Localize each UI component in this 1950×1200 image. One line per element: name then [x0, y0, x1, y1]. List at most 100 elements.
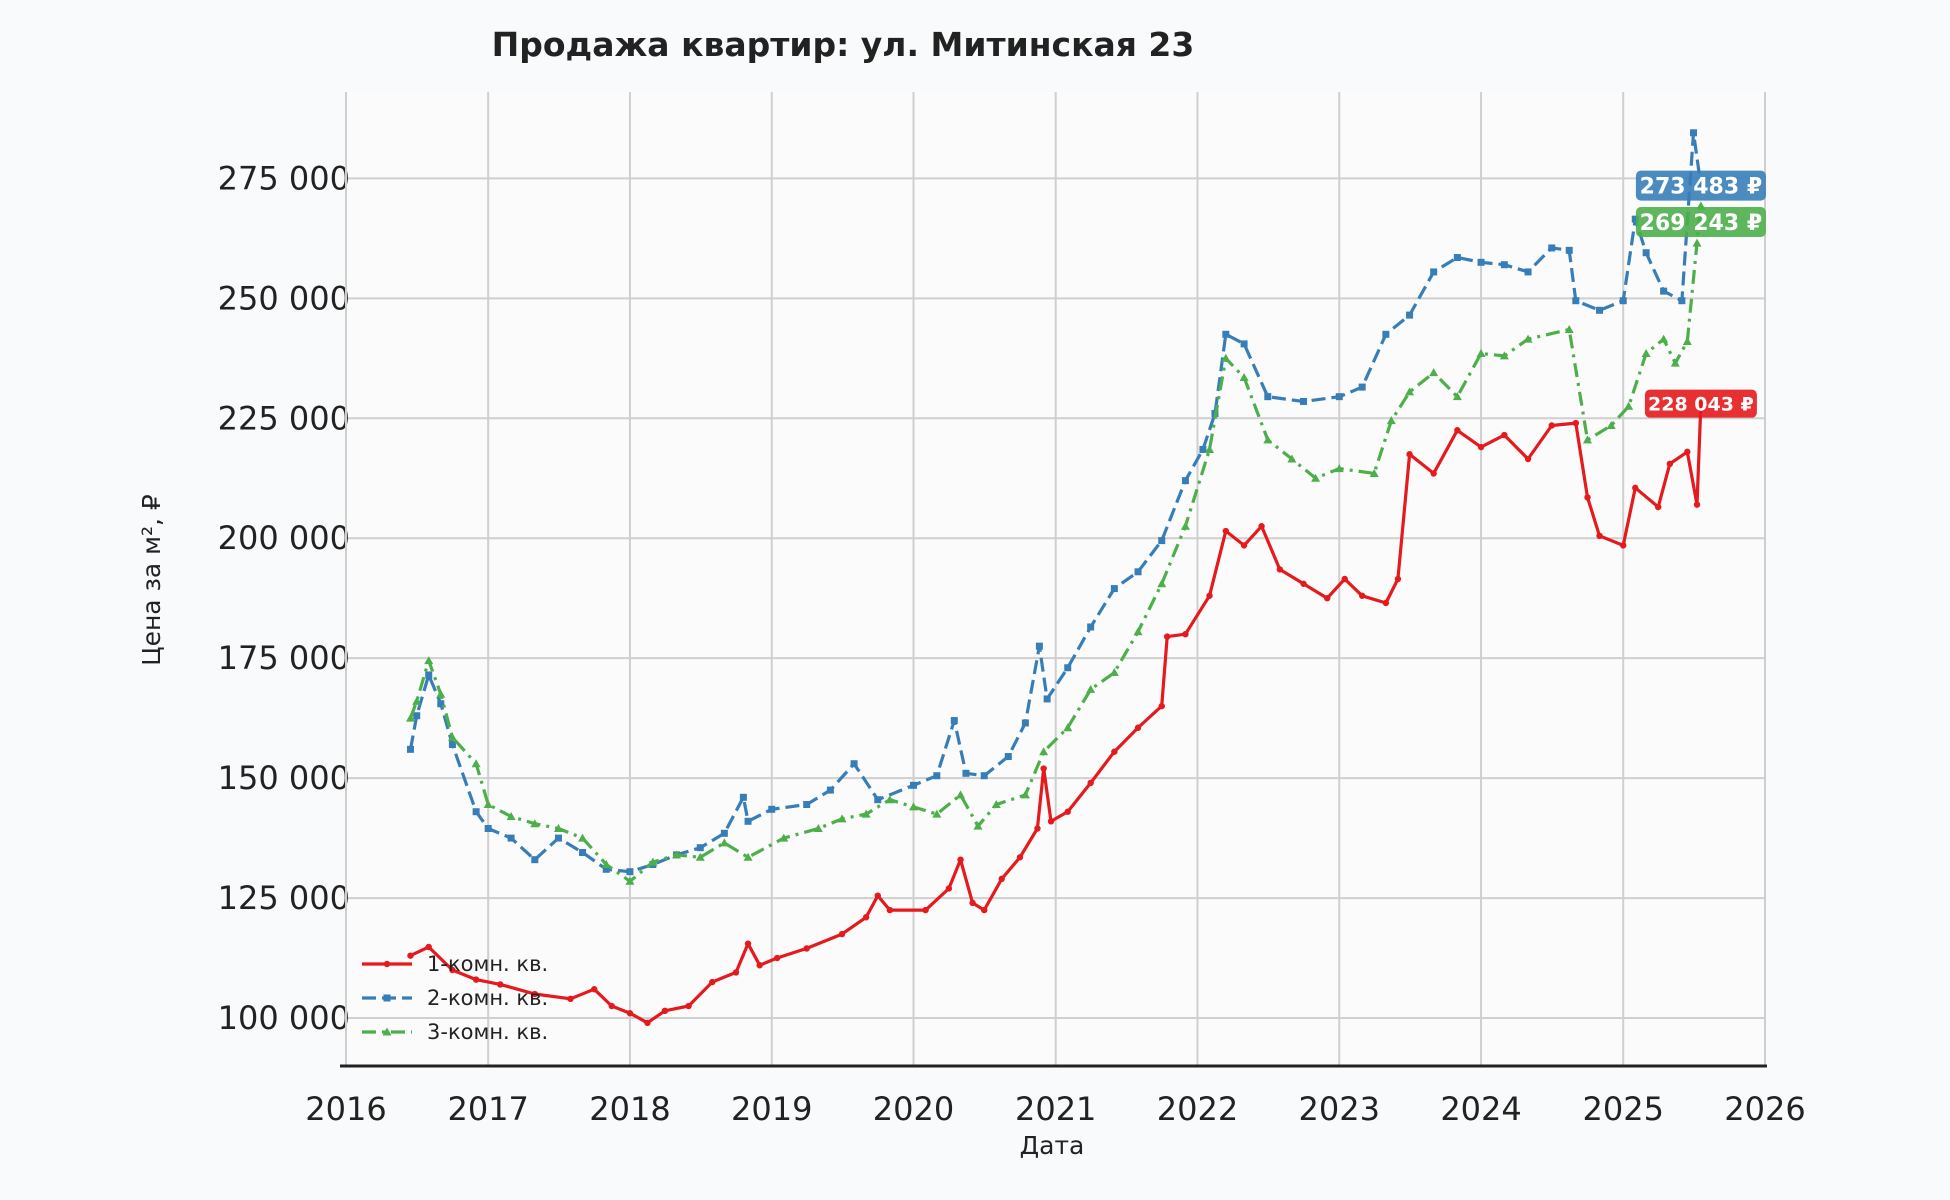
data-point — [1596, 306, 1604, 314]
data-point — [813, 823, 823, 832]
data-point — [1182, 630, 1189, 638]
data-point — [1477, 258, 1485, 266]
data-point — [962, 769, 970, 777]
data-point — [1087, 623, 1095, 631]
data-point — [1047, 818, 1055, 825]
data-point — [945, 885, 953, 892]
data-point — [406, 745, 414, 753]
data-point — [578, 833, 588, 842]
data-point — [1064, 664, 1072, 672]
data-point — [608, 1002, 615, 1010]
data-point — [1692, 238, 1702, 247]
data-point — [1263, 435, 1273, 444]
data-point — [932, 809, 942, 818]
data-point — [1501, 431, 1508, 439]
data-point — [436, 689, 446, 698]
data-point — [1276, 566, 1284, 573]
data-point — [383, 960, 391, 968]
data-point — [1659, 334, 1669, 343]
data-point — [732, 969, 740, 976]
data-point — [1606, 420, 1616, 429]
data-point — [1693, 501, 1701, 508]
data-point — [826, 786, 834, 794]
data-point — [1523, 334, 1533, 343]
data-point — [909, 802, 919, 811]
data-point — [1477, 443, 1485, 451]
data-point — [407, 952, 414, 959]
data-point — [484, 824, 492, 832]
data-point — [695, 852, 705, 861]
data-point — [1678, 297, 1686, 305]
data-point — [1239, 372, 1249, 381]
data-point — [1064, 808, 1071, 815]
data-point — [861, 809, 871, 818]
data-point — [1382, 330, 1390, 338]
data-point — [720, 829, 728, 837]
y-tick-label: 225 000 — [218, 399, 350, 437]
data-point — [626, 1010, 634, 1017]
data-point — [626, 868, 634, 876]
data-point — [837, 814, 847, 823]
x-tick-label: 2016 — [305, 1090, 386, 1128]
data-point — [803, 801, 811, 809]
data-point — [1386, 416, 1396, 425]
data-point — [506, 812, 516, 821]
data-point — [744, 817, 752, 825]
y-tick-label: 275 000 — [218, 159, 350, 197]
series-line — [409, 403, 1703, 1025]
data-point — [1035, 642, 1043, 650]
data-point — [424, 656, 434, 665]
data-point — [602, 865, 610, 873]
data-point — [1500, 261, 1508, 269]
series-1 — [407, 400, 1705, 1027]
data-point — [773, 954, 781, 962]
data-point — [413, 712, 421, 720]
data-point — [1020, 790, 1030, 799]
data-point — [1087, 779, 1094, 787]
data-point — [507, 834, 515, 842]
data-point — [644, 1019, 651, 1027]
x-tick-label: 2022 — [1157, 1090, 1238, 1128]
data-point — [1221, 353, 1231, 362]
data-point — [1406, 311, 1414, 319]
data-point — [696, 844, 704, 852]
data-point — [1654, 503, 1662, 511]
data-point — [1572, 297, 1580, 305]
data-point — [483, 800, 493, 809]
chart-title: Продажа квартир: ул. Митинская 23 — [492, 25, 1195, 64]
data-point — [1660, 287, 1668, 295]
data-point — [1452, 392, 1462, 401]
data-point — [1584, 494, 1591, 501]
data-point — [1335, 393, 1343, 401]
data-point — [383, 994, 391, 1002]
data-point — [685, 1002, 692, 1010]
data-point — [382, 1027, 392, 1036]
data-point — [1324, 594, 1331, 602]
data-point — [1158, 702, 1165, 710]
data-point — [1311, 473, 1321, 482]
data-point — [743, 852, 753, 861]
data-point — [1564, 325, 1574, 334]
data-point — [1287, 454, 1297, 463]
data-point — [1004, 753, 1012, 761]
data-point — [530, 819, 540, 828]
data-point — [1429, 368, 1439, 377]
end-value-label: 228 043 ₽ — [1648, 394, 1754, 416]
data-point — [838, 930, 846, 938]
data-point — [956, 790, 966, 799]
data-point — [1222, 330, 1230, 338]
legend-label: 3-комн. кв. — [427, 1020, 548, 1044]
data-point — [1016, 854, 1024, 861]
data-point — [874, 892, 881, 899]
data-point — [981, 906, 988, 914]
data-point — [1240, 542, 1248, 549]
data-point — [991, 800, 1001, 809]
data-point — [1133, 627, 1143, 636]
data-point — [1134, 568, 1142, 576]
plot-area: 100 000 125 000 150 000 175 000 200 000 225 0… — [218, 92, 1806, 1128]
data-point — [709, 978, 716, 986]
data-point — [553, 823, 563, 832]
data-point — [1631, 215, 1639, 223]
data-point — [1063, 723, 1073, 732]
